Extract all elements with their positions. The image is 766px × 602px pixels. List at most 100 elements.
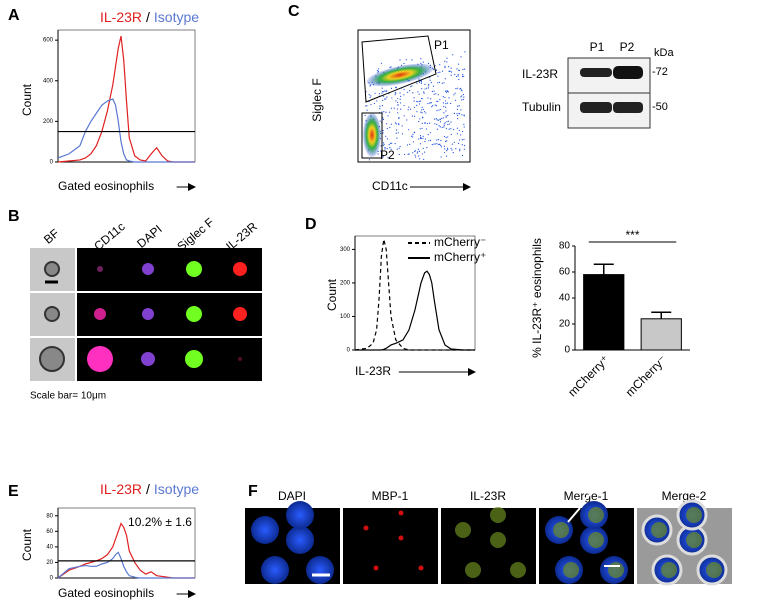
- flow-dot: [444, 65, 446, 67]
- flow-dot: [369, 85, 371, 87]
- flow-dot: [377, 153, 379, 155]
- flow-dot: [461, 99, 463, 101]
- band: [613, 66, 643, 79]
- column-header: IL-23R: [470, 489, 506, 503]
- y-tick-label: 40: [559, 293, 571, 304]
- flow-dot: [412, 152, 414, 154]
- flow-dot: [463, 114, 465, 116]
- flow-dot: [386, 138, 389, 140]
- flow-dot: [453, 112, 456, 115]
- flow-dot: [396, 137, 398, 139]
- flow-dot: [439, 121, 442, 123]
- legend-entry: IL-23R: [100, 481, 142, 497]
- flow-dot: [461, 90, 463, 92]
- flow-dot: [415, 156, 417, 158]
- flow-dot: [446, 57, 448, 59]
- flow-dot: [413, 100, 415, 102]
- panel-letter: C: [288, 3, 300, 20]
- flow-dot: [444, 60, 446, 62]
- flow-dot: [384, 90, 386, 92]
- granule: [363, 525, 369, 531]
- y-axis-label: Siglec F: [310, 78, 324, 121]
- flow-dot: [419, 134, 422, 137]
- flow-dot: [447, 114, 449, 117]
- flow-dot: [428, 122, 431, 124]
- flow-dot: [385, 123, 388, 125]
- stain: [490, 532, 506, 548]
- panel-letter: F: [248, 483, 258, 500]
- flow-dot: [412, 134, 414, 136]
- band: [580, 68, 612, 77]
- flow-dot: [416, 152, 418, 154]
- flow-dot: [368, 94, 370, 96]
- arrow: [567, 507, 581, 523]
- fluor-cell: [233, 307, 247, 321]
- bf-cell: [44, 306, 60, 322]
- flow-dot: [453, 94, 455, 96]
- column-header: DAPI: [134, 222, 164, 251]
- flow-dot: [463, 145, 466, 147]
- bf-cell: [39, 346, 65, 372]
- y-tick-label: 300: [340, 247, 351, 253]
- flow-dot: [460, 96, 462, 98]
- gate-label: P1: [434, 38, 449, 52]
- flow-dot: [387, 156, 389, 159]
- flow-dot: [386, 148, 388, 150]
- flow-dot: [407, 109, 409, 111]
- flow-dot: [386, 90, 388, 92]
- fluor-image: [77, 293, 262, 336]
- flow-dot: [390, 66, 392, 68]
- stain: [686, 532, 702, 548]
- y-tick-label: 0: [50, 160, 54, 166]
- flow-dot: [456, 68, 458, 70]
- fluor-cell: [97, 266, 103, 272]
- flow-dot: [403, 115, 405, 117]
- flow-dot: [382, 132, 384, 134]
- flow-dot: [379, 105, 381, 107]
- flow-dot: [379, 120, 381, 122]
- flow-dot: [411, 59, 413, 61]
- flow-dot: [457, 105, 459, 107]
- flow-dot: [443, 82, 445, 84]
- flow-dot: [450, 67, 452, 69]
- flow-dot: [445, 116, 447, 118]
- significance: ***: [625, 228, 639, 242]
- flow-dot: [391, 142, 393, 144]
- flow-dot: [460, 89, 462, 91]
- micrographs: [245, 487, 732, 586]
- flow-dot: [441, 117, 443, 120]
- legend-entry: Isotype: [154, 481, 199, 497]
- flow-dot: [410, 135, 413, 137]
- flow-dot: [406, 119, 408, 121]
- x-axis-label: Gated eosinophils: [58, 179, 154, 193]
- flow-dot: [457, 142, 460, 145]
- flow-dot: [429, 132, 431, 134]
- histogram-line: [354, 239, 475, 351]
- flow-dot: [446, 140, 448, 142]
- flow-dot: [428, 85, 430, 87]
- flow-dot: [443, 112, 445, 114]
- gate-label: P2: [380, 148, 395, 162]
- flow-dot: [453, 141, 456, 143]
- x-axis-label: IL-23R: [355, 364, 391, 378]
- nucleus: [306, 556, 334, 584]
- flow-dot: [398, 147, 400, 149]
- flow-dot: [403, 88, 405, 91]
- flow-dot: [461, 75, 464, 78]
- flow-dot: [427, 62, 430, 65]
- flow-dot: [421, 88, 423, 90]
- flow-dot: [377, 70, 380, 72]
- flow-dot: [397, 104, 399, 106]
- column-header: MBP-1: [372, 489, 409, 503]
- fluor-cell: [186, 261, 202, 277]
- flow-dot: [429, 79, 431, 81]
- y-tick-label: 80: [46, 513, 53, 519]
- stain: [490, 507, 506, 523]
- flow-dot: [418, 103, 421, 105]
- flow-dot: [452, 152, 454, 154]
- y-tick-label: 400: [43, 78, 54, 84]
- flow-dot: [413, 115, 416, 117]
- flow-dot: [450, 128, 452, 130]
- flow-dot: [385, 135, 387, 137]
